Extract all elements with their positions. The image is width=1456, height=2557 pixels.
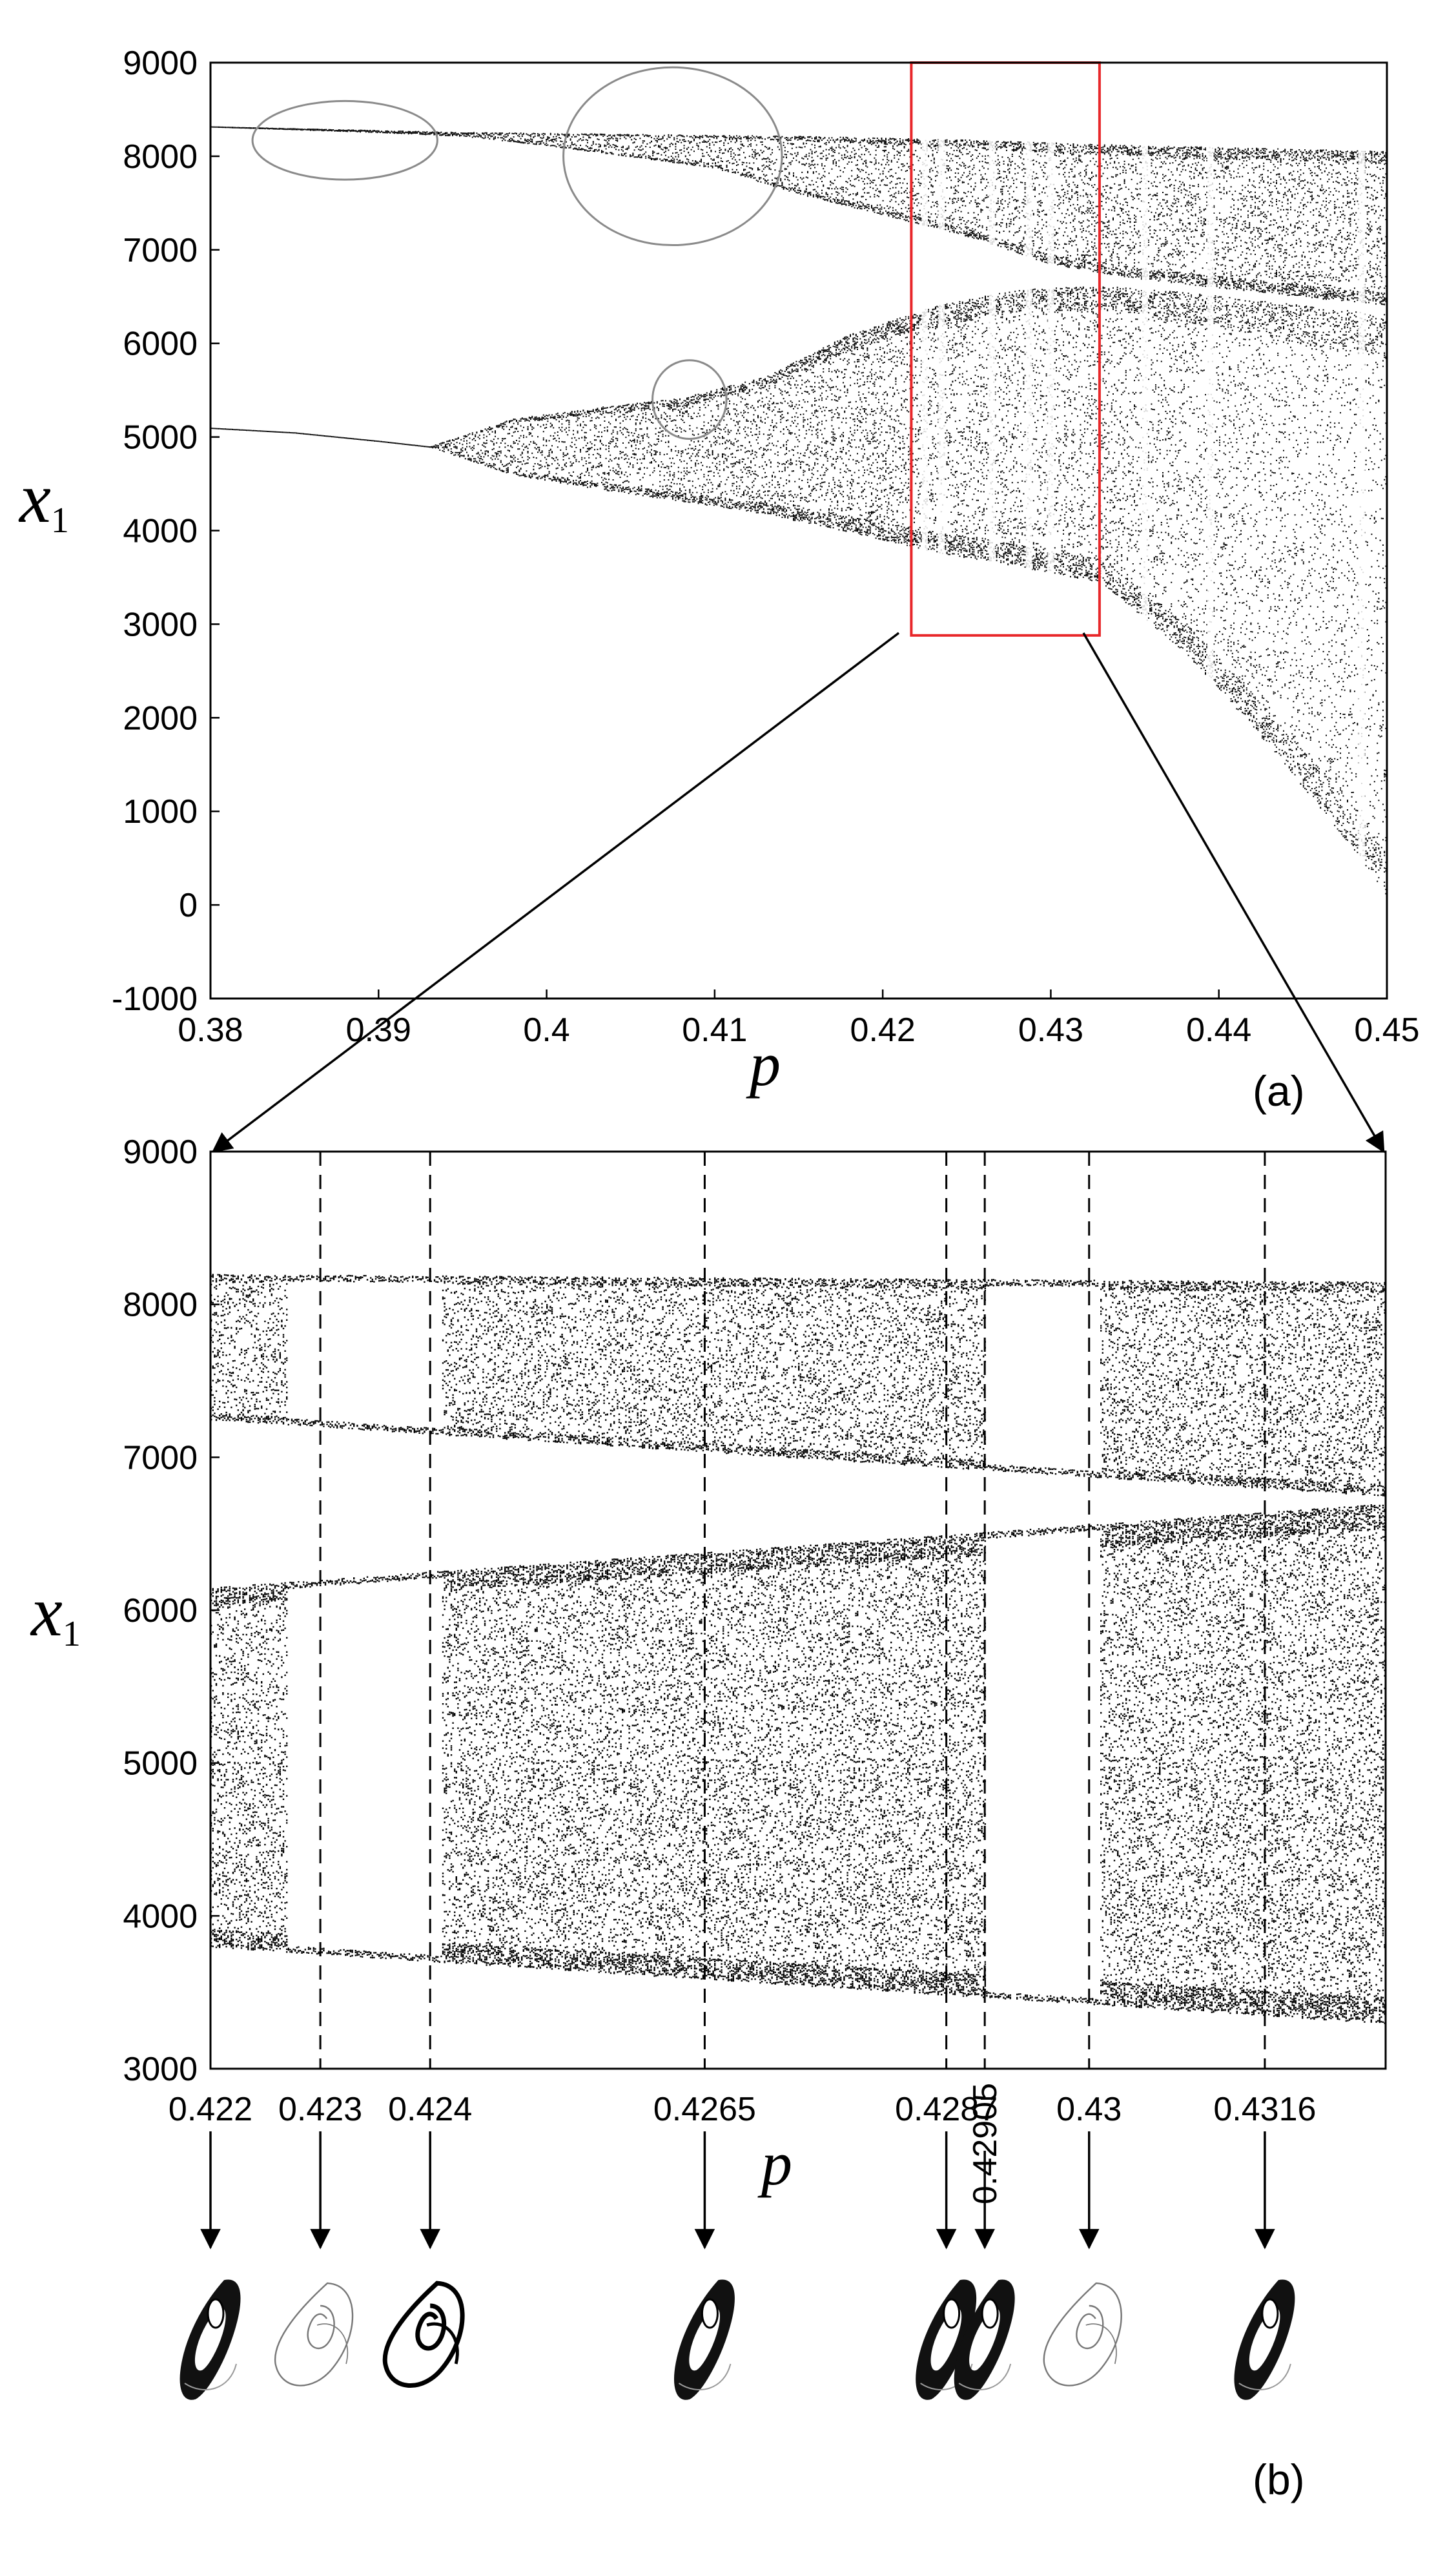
panel-b-label: (b) <box>1253 2456 1305 2503</box>
attractor-thumbnails <box>171 2273 1302 2405</box>
panel-a-scatter-points <box>210 63 1405 999</box>
panel-a-periodic-window <box>1026 63 1032 999</box>
panel-b-ytick-label: 3000 <box>123 2051 198 2088</box>
panel-a-periodic-window <box>1047 63 1054 999</box>
panel-a-periodic-window <box>989 63 995 999</box>
panel-b-xtick-label: 0.4265 <box>653 2091 756 2128</box>
panel-a-ytick-label: 6000 <box>123 326 198 363</box>
panel-b-ytick-label: 5000 <box>123 1745 198 1783</box>
panel-a-xtick-label: 0.44 <box>1186 1011 1251 1049</box>
panel-a-ytick-label: 7000 <box>123 232 198 269</box>
attractor-thumbnail-0.423 <box>269 2275 361 2395</box>
panel-a-ytick-label: 4000 <box>123 513 198 550</box>
panel-a-circled-region <box>653 360 727 439</box>
panel-a-label: (a) <box>1253 1067 1305 1115</box>
panel-b-xtick-label: 0.423 <box>278 2091 362 2128</box>
panel-a-ytick-label: 5000 <box>123 419 198 457</box>
panel-b-xtick-label: 0.4316 <box>1213 2091 1316 2128</box>
panel-a-xtick-label: 0.41 <box>682 1011 747 1049</box>
panel-b-bifurcation-dots <box>210 1274 1387 2024</box>
attractor-thumbnail-0.424 <box>379 2275 471 2395</box>
panel-a-ytick-label: 8000 <box>123 138 198 176</box>
panel-b-xtick-label: 0.424 <box>388 2091 472 2128</box>
panel-a-xtick-label: 0.4 <box>523 1011 569 1049</box>
panel-a-xtick-label: 0.43 <box>1018 1011 1083 1049</box>
zoom-connector-right-arrow <box>1083 633 1384 1152</box>
panel-b: 9000 8000 7000 6000 5000 4000 3000 x1 0.422 0.4… <box>30 1134 1387 2503</box>
panel-b-xtick-label: 0.422 <box>169 2091 252 2128</box>
panel-a-ytick-label: 9000 <box>123 45 198 82</box>
panel-b-axes-frame <box>210 1152 1386 2069</box>
panel-a-bifurcation-dots <box>210 127 1405 916</box>
attractor-thumbnail-0.43 <box>1038 2275 1130 2395</box>
panel-b-xtick-label: 0.43 <box>1056 2091 1122 2128</box>
attractor-arrows <box>210 2131 1265 2248</box>
panel-b-axes: 9000 8000 7000 6000 5000 4000 3000 <box>123 1134 220 2088</box>
panel-b-ytick-label: 7000 <box>123 1439 198 1476</box>
panel-a-periodic-window <box>938 63 945 999</box>
panel-a-ytick-label: 2000 <box>123 699 198 737</box>
panel-b-ytick-label: 4000 <box>123 1898 198 1935</box>
panel-a-periodic-window <box>1359 63 1365 999</box>
panel-a-ylabel: x1 <box>18 459 69 541</box>
panel-b-ylabel: x1 <box>30 1572 81 1654</box>
panel-b-scatter-points <box>210 1274 1387 2024</box>
panel-a-ytick-label: 1000 <box>123 793 198 831</box>
attractor-thumbnail-0.422 <box>171 2273 248 2405</box>
panel-b-ytick-label: 9000 <box>123 1134 198 1171</box>
panel-a-xtick-label: 0.45 <box>1354 1011 1419 1049</box>
panel-a-periodic-window <box>921 63 928 999</box>
panel-a-xtick-label: 0.42 <box>850 1011 916 1049</box>
panel-b-xlabel: p <box>757 2129 792 2198</box>
attractor-thumbnail-0.4265 <box>666 2273 743 2405</box>
panel-b-ytick-label: 8000 <box>123 1287 198 1324</box>
panel-a-ytick-label: 3000 <box>123 606 198 643</box>
panel-a-circled-region <box>252 101 437 180</box>
panel-a-xtick-label: 0.38 <box>178 1011 243 1049</box>
panel-a-ytick-label: 0 <box>179 887 198 924</box>
panel-a: 9000800070006000500040003000200010000-10… <box>18 45 1420 1115</box>
panel-b-ytick-label: 6000 <box>123 1592 198 1630</box>
attractor-thumbnail-0.4316 <box>1225 2273 1302 2405</box>
panel-b-marker-lines <box>320 1152 1265 2069</box>
panel-a-xlabel: p <box>746 1030 781 1099</box>
zoom-connector-left-arrow <box>213 633 899 1152</box>
panel-a-periodic-window <box>1142 63 1148 999</box>
